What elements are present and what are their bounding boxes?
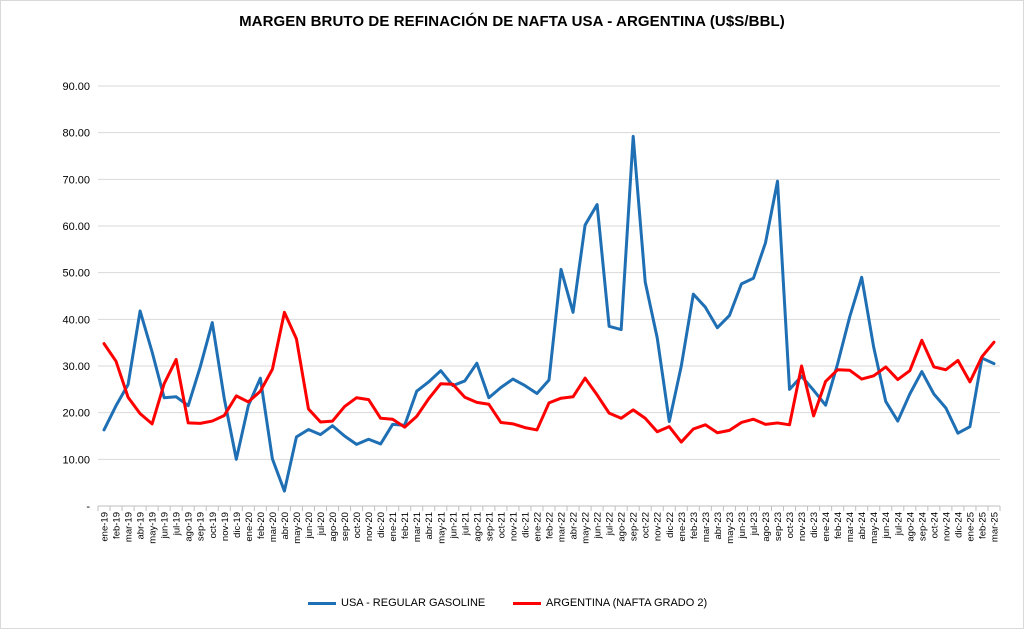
x-tick-label: abr-23 bbox=[713, 512, 724, 539]
legend: USA - REGULAR GASOLINE ARGENTINA (NAFTA … bbox=[0, 597, 1024, 617]
x-tick-label: jun-19 bbox=[160, 512, 171, 539]
x-tick-label: dic-24 bbox=[953, 512, 964, 538]
x-tick-label: dic-23 bbox=[809, 512, 820, 538]
x-tick-label: oct-19 bbox=[208, 512, 219, 538]
x-tick-label: feb-25 bbox=[977, 512, 988, 539]
x-tick-label: abr-24 bbox=[857, 512, 868, 539]
legend-item-usa: USA - REGULAR GASOLINE bbox=[308, 597, 485, 609]
x-tick-label: mar-23 bbox=[701, 512, 712, 542]
legend-swatch-argentina bbox=[513, 601, 541, 605]
x-tick-label: mar-21 bbox=[412, 512, 423, 542]
x-tick-label: nov-20 bbox=[364, 512, 375, 541]
x-tick-label: mar-22 bbox=[557, 512, 568, 542]
x-tick-label: nov-22 bbox=[653, 512, 664, 541]
legend-label-usa: USA - REGULAR GASOLINE bbox=[341, 597, 486, 609]
x-tick-label: oct-23 bbox=[785, 512, 796, 538]
x-tick-label: oct-22 bbox=[641, 512, 652, 538]
x-tick-label: jun-22 bbox=[593, 512, 604, 539]
y-tick-label: 30.00 bbox=[62, 361, 90, 373]
x-tick-label: sep-21 bbox=[484, 512, 495, 541]
x-tick-label: dic-20 bbox=[376, 512, 387, 538]
x-tick-label: abr-20 bbox=[280, 512, 291, 539]
y-tick-label: 60.00 bbox=[62, 221, 90, 233]
x-tick-label: mar-20 bbox=[268, 512, 279, 542]
x-tick-label: dic-22 bbox=[665, 512, 676, 538]
x-tick-label: ene-19 bbox=[100, 512, 111, 542]
x-tick-label: may-21 bbox=[436, 512, 447, 544]
x-tick-label: oct-20 bbox=[352, 512, 363, 538]
x-tick-label: mar-25 bbox=[989, 512, 1000, 542]
x-tick-label: jul-19 bbox=[172, 512, 183, 536]
chart-title: MARGEN BRUTO DE REFINACIÓN DE NAFTA USA … bbox=[239, 13, 785, 30]
x-tick-label: sep-24 bbox=[917, 512, 928, 541]
y-tick-label: 20.00 bbox=[62, 408, 90, 420]
x-tick-label: jul-24 bbox=[893, 512, 904, 536]
x-tick-label: jul-22 bbox=[605, 512, 616, 536]
x-tick-label: ago-23 bbox=[761, 512, 772, 542]
x-tick-label: sep-20 bbox=[340, 512, 351, 541]
y-tick-label: 90.00 bbox=[62, 81, 90, 93]
legend-label-argentina: ARGENTINA (NAFTA GRADO 2) bbox=[546, 597, 708, 609]
y-tick-label: 10.00 bbox=[62, 454, 90, 466]
x-tick-label: ago-22 bbox=[617, 512, 628, 542]
y-tick-label: 70.00 bbox=[62, 174, 90, 186]
y-tick-label: - bbox=[86, 501, 90, 513]
x-tick-label: abr-22 bbox=[569, 512, 580, 539]
x-tick-label: ago-20 bbox=[328, 512, 339, 542]
x-tick-label: oct-24 bbox=[929, 512, 940, 538]
y-tick-label: 80.00 bbox=[62, 128, 90, 140]
x-tick-label: ene-24 bbox=[821, 512, 832, 542]
x-tick-label: dic-21 bbox=[520, 512, 531, 538]
x-tick-label: ago-24 bbox=[905, 512, 916, 542]
x-tick-label: feb-20 bbox=[256, 512, 267, 539]
x-tick-label: ene-20 bbox=[244, 512, 255, 542]
x-tick-label: sep-23 bbox=[773, 512, 784, 541]
x-tick-label: abr-19 bbox=[136, 512, 147, 539]
x-tick-label: ene-25 bbox=[965, 512, 976, 542]
x-tick-label: jun-24 bbox=[881, 512, 892, 539]
x-tick-label: mar-24 bbox=[845, 512, 856, 542]
x-tick-label: jul-23 bbox=[749, 512, 760, 536]
x-tick-label: nov-21 bbox=[508, 512, 519, 541]
y-tick-label: 50.00 bbox=[62, 268, 90, 280]
x-tick-label: may-20 bbox=[292, 512, 303, 544]
x-tick-label: feb-21 bbox=[400, 512, 411, 539]
x-tick-label: nov-23 bbox=[797, 512, 808, 541]
x-tick-label: ene-22 bbox=[532, 512, 543, 542]
x-tick-label: nov-19 bbox=[220, 512, 231, 541]
x-tick-label: jun-21 bbox=[448, 512, 459, 539]
x-tick-label: feb-22 bbox=[545, 512, 556, 539]
series-line-1 bbox=[102, 310, 996, 444]
x-tick-label: may-23 bbox=[725, 512, 736, 544]
y-tick-label: 40.00 bbox=[62, 314, 90, 326]
x-tick-label: may-24 bbox=[869, 512, 880, 544]
x-tick-label: sep-19 bbox=[196, 512, 207, 541]
x-tick-label: feb-23 bbox=[689, 512, 700, 539]
legend-swatch-usa bbox=[308, 601, 336, 605]
x-tick-label: may-19 bbox=[148, 512, 159, 544]
x-tick-label: ago-19 bbox=[184, 512, 195, 542]
x-tick-label: oct-21 bbox=[496, 512, 507, 538]
x-tick-label: dic-19 bbox=[232, 512, 243, 538]
x-tick-label: jul-20 bbox=[316, 512, 327, 536]
x-tick-label: jun-20 bbox=[304, 512, 315, 539]
x-tick-label: ene-21 bbox=[388, 512, 399, 542]
x-tick-label: ene-23 bbox=[677, 512, 688, 542]
x-tick-label: jul-21 bbox=[460, 512, 471, 536]
x-tick-label: may-22 bbox=[581, 512, 592, 544]
legend-item-argentina: ARGENTINA (NAFTA GRADO 2) bbox=[513, 597, 707, 609]
x-tick-label: ago-21 bbox=[472, 512, 483, 542]
x-tick-label: mar-19 bbox=[124, 512, 135, 542]
x-tick-label: feb-19 bbox=[112, 512, 123, 539]
x-tick-label: jun-23 bbox=[737, 512, 748, 539]
x-tick-label: sep-22 bbox=[629, 512, 640, 541]
series-line-0 bbox=[102, 134, 996, 493]
x-tick-label: nov-24 bbox=[941, 512, 952, 541]
x-tick-label: feb-24 bbox=[833, 512, 844, 539]
x-tick-label: abr-21 bbox=[424, 512, 435, 539]
